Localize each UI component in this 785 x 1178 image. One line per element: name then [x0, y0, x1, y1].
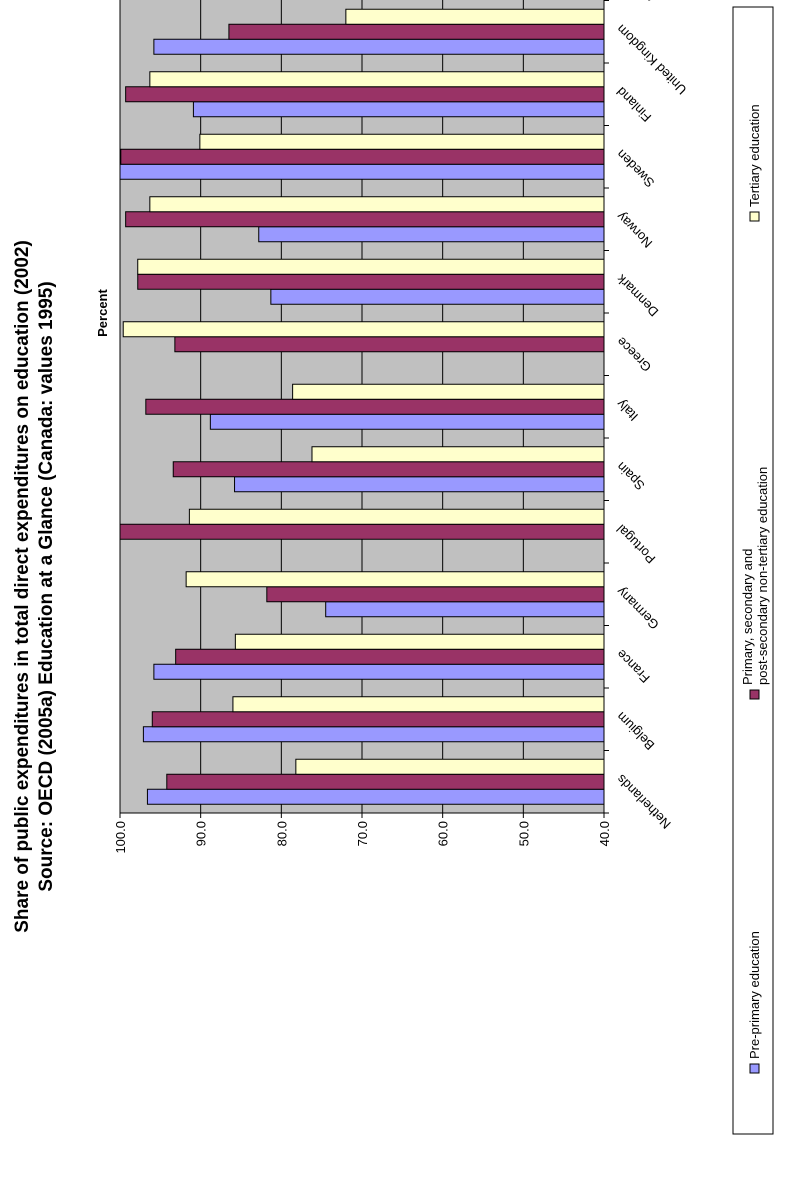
- category-label: Denmark: [613, 271, 661, 319]
- bar-pre-primary: [142, 726, 605, 743]
- bar-primary-secondary: [175, 648, 605, 665]
- y-tick-label: 60.0: [436, 821, 451, 846]
- y-tick-label: 70.0: [355, 821, 370, 846]
- legend-swatch-pre-primary: [749, 1063, 760, 1074]
- y-tick-label: 90.0: [194, 821, 209, 846]
- category-label: Australia: [613, 0, 660, 5]
- bar-tertiary: [292, 383, 605, 400]
- legend-label-primary-secondary: Primary, secondary and post-secondary no…: [740, 467, 770, 685]
- bar-tertiary: [295, 758, 605, 775]
- bar-tertiary: [149, 196, 605, 213]
- category-label: Norway: [613, 209, 655, 251]
- chart-title-line2: Source: OECD (2005a) Education at a Glan…: [36, 281, 57, 891]
- legend-label-tertiary: Tertiary education: [747, 104, 762, 207]
- bar-pre-primary: [192, 101, 605, 118]
- bar-primary-secondary: [145, 398, 605, 415]
- legend-box: [732, 6, 774, 1135]
- category-label: Greece: [614, 334, 655, 375]
- category-label: Spain: [614, 459, 648, 493]
- bar-primary-secondary: [137, 273, 605, 290]
- bar-primary-secondary: [151, 711, 605, 728]
- bar-primary-secondary: [228, 23, 605, 40]
- y-tick-label: 80.0: [274, 821, 289, 846]
- category-label: Finland: [614, 84, 655, 125]
- bar-tertiary: [232, 696, 605, 713]
- bar-pre-primary: [258, 226, 605, 243]
- chart-title-line1: Share of public expenditures in total di…: [12, 240, 33, 933]
- bar-pre-primary: [153, 663, 605, 680]
- legend-label-pre-primary: Pre-primary education: [747, 931, 762, 1059]
- bar-primary-secondary: [266, 586, 605, 603]
- bar-pre-primary: [146, 788, 605, 805]
- category-label: Italy: [613, 396, 641, 424]
- bar-tertiary: [122, 321, 605, 338]
- bar-tertiary: [185, 571, 605, 588]
- category-label: Netherlands: [613, 771, 674, 832]
- category-label: Portugal: [613, 522, 658, 567]
- bar-primary-secondary: [120, 148, 605, 165]
- bar-primary-secondary: [119, 523, 605, 540]
- category-label: France: [614, 647, 653, 686]
- bar-tertiary: [311, 446, 605, 463]
- bar-tertiary: [188, 508, 605, 525]
- bar-tertiary: [199, 133, 605, 150]
- legend: Pre-primary education Primary, secondary…: [732, 6, 774, 1135]
- bar-pre-primary: [153, 38, 605, 55]
- bar-tertiary: [149, 71, 605, 88]
- bar-pre-primary: [119, 163, 605, 180]
- bar-tertiary: [345, 8, 605, 25]
- y-tick-label: 100.0: [113, 821, 128, 854]
- bar-pre-primary: [234, 476, 605, 493]
- y-axis-label: Percent: [95, 288, 110, 336]
- bar-primary-secondary: [174, 336, 605, 353]
- y-tick-label: 50.0: [516, 821, 531, 846]
- bar-pre-primary: [325, 601, 605, 618]
- bar-pre-primary: [270, 288, 605, 305]
- bar-tertiary: [234, 633, 605, 650]
- bar-primary-secondary: [125, 211, 605, 228]
- y-tick-label: 40.0: [597, 821, 612, 846]
- bar-primary-secondary: [125, 86, 605, 103]
- legend-swatch-primary-secondary: [749, 689, 760, 700]
- legend-swatch-tertiary: [749, 211, 760, 222]
- category-label: Sweden: [614, 147, 658, 191]
- category-label: Belgium: [614, 709, 658, 753]
- bar-primary-secondary: [166, 773, 605, 790]
- category-label: Germany: [613, 584, 662, 633]
- bar-tertiary: [137, 258, 605, 275]
- bar-pre-primary: [209, 413, 605, 430]
- bar-primary-secondary: [172, 461, 605, 478]
